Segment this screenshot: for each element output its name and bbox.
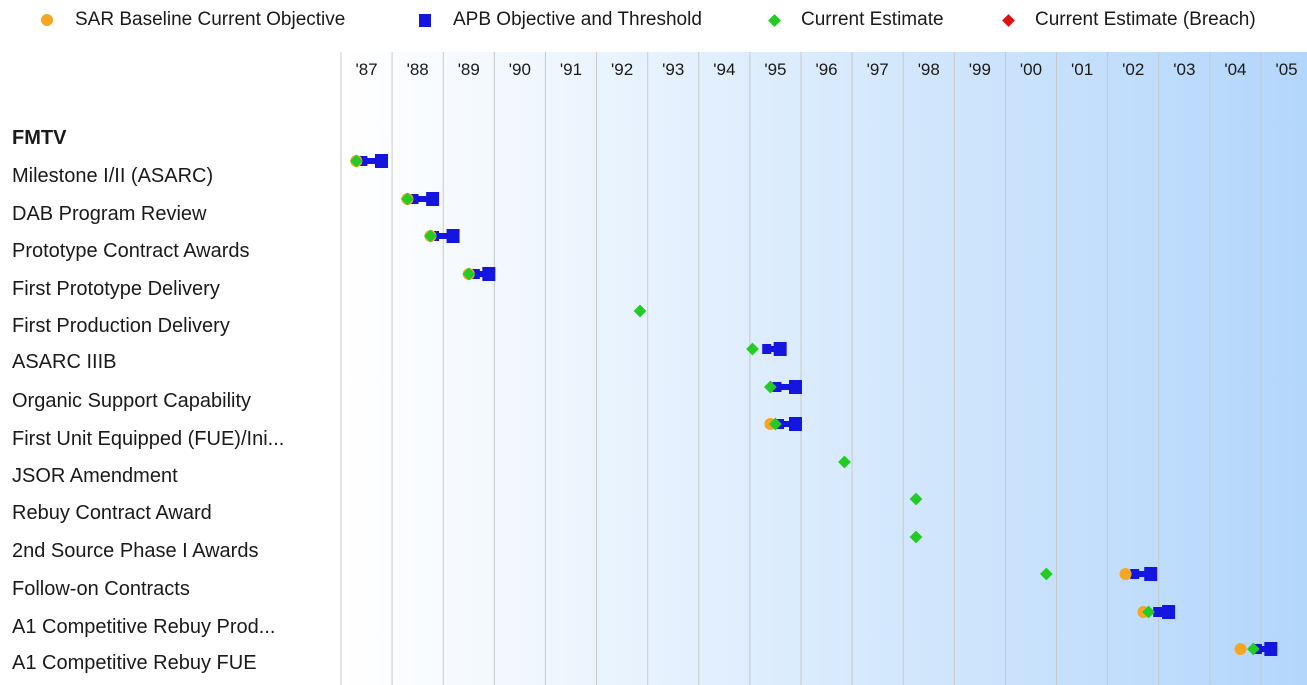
apb-threshold-marker [446, 229, 460, 243]
row-label: Rebuy Contract Award [12, 502, 212, 524]
milestone-row-marks [764, 417, 802, 431]
apb-range-bar [361, 158, 387, 164]
x-tick-label: '03 [1173, 60, 1195, 79]
row-label: JSOR Amendment [12, 465, 178, 487]
x-tick-label: '98 [918, 60, 940, 79]
row-label: 2nd Source Phase I Awards [12, 540, 259, 562]
row-label: First Unit Equipped (FUE)/Ini... [12, 428, 285, 450]
sar-baseline-marker [1119, 568, 1132, 580]
legend-item-estimate: Current Estimate [768, 9, 944, 31]
gridlines [340, 52, 1262, 685]
current-estimate-marker [424, 229, 437, 243]
apb-range-bar [433, 233, 459, 239]
x-tick-label: '90 [509, 60, 531, 79]
current-estimate-marker [462, 267, 476, 281]
legend-circle-marker [41, 14, 53, 26]
sar-baseline-marker [1234, 643, 1247, 655]
row-label: Organic Support Capability [12, 390, 252, 412]
row-label: First Production Delivery [12, 315, 230, 337]
apb-threshold-marker [789, 417, 802, 431]
x-axis-tick-labels: '87 '88 '89 '90 '91 '92 '93 '94 '95 '96 '97 '98 '99 '… [355, 60, 1297, 79]
legend-item-breach: Current Estimate (Breach) [1002, 9, 1256, 31]
milestone-row-marks [746, 342, 787, 356]
row-label: ASARC IIIB [12, 351, 117, 373]
row-label: First Prototype Delivery [12, 278, 220, 300]
milestone-row-marks [763, 380, 802, 394]
apb-threshold-marker [426, 192, 440, 206]
x-tick-label: '04 [1224, 60, 1246, 79]
apb-objective-marker [1153, 607, 1163, 617]
legend-label-sar: SAR Baseline Current Objective [75, 9, 346, 30]
x-tick-label: '02 [1122, 60, 1144, 79]
apb-threshold-marker [375, 154, 388, 168]
row-label: Follow-on Contracts [12, 578, 190, 600]
apb-threshold-marker [482, 267, 496, 281]
apb-objective-marker [470, 269, 480, 279]
row-label: Prototype Contract Awards [12, 240, 250, 262]
x-tick-label: '89 [458, 60, 480, 79]
milestone-row-marks [424, 229, 460, 243]
x-tick-label: '00 [1020, 60, 1042, 79]
apb-objective-marker [409, 194, 419, 204]
apb-threshold-marker [789, 380, 802, 394]
x-tick-label: '94 [713, 60, 735, 79]
legend-label-breach: Current Estimate (Breach) [1035, 9, 1256, 30]
x-tick-label: '92 [611, 60, 633, 79]
x-tick-label: '97 [867, 60, 889, 79]
legend-label-apb: APB Objective and Threshold [453, 9, 702, 30]
apb-objective-marker [762, 344, 772, 354]
apb-threshold-marker [1144, 567, 1158, 581]
x-tick-label: '99 [969, 60, 991, 79]
row-label: Milestone I/II (ASARC) [12, 165, 214, 187]
milestone-row-marks [1234, 642, 1278, 656]
plot-background [341, 52, 1307, 685]
apb-objective-marker [772, 382, 782, 392]
x-tick-label: '01 [1071, 60, 1093, 79]
row-label: A1 Competitive Rebuy FUE [12, 652, 257, 674]
x-tick-label: '91 [560, 60, 582, 79]
milestone-row-marks [1137, 605, 1176, 619]
apb-threshold-marker [773, 342, 787, 356]
legend-item-apb: APB Objective and Threshold [419, 9, 702, 31]
legend-item-sar: SAR Baseline Current Objective [41, 9, 345, 31]
x-tick-label: '96 [815, 60, 837, 79]
legend-label-estimate: Current Estimate [801, 9, 944, 30]
apb-threshold-marker [1162, 605, 1176, 619]
row-label: A1 Competitive Rebuy Prod... [12, 616, 276, 638]
x-tick-label: '05 [1275, 60, 1297, 79]
legend-square-marker [419, 13, 431, 27]
milestone-row-marks [349, 154, 388, 168]
apb-objective-marker [1130, 569, 1140, 579]
apb-threshold-marker [1264, 642, 1278, 656]
chart-legend: SAR Baseline Current Objective APB Objec… [0, 0, 1307, 40]
milestone-row-marks [401, 192, 440, 206]
row-label: DAB Program Review [12, 203, 207, 225]
milestone-row-marks [462, 267, 496, 281]
x-tick-label: '88 [407, 60, 429, 79]
apb-range-bar [412, 196, 439, 202]
apb-objective-marker [358, 156, 368, 166]
x-tick-label: '93 [662, 60, 684, 79]
x-tick-label: '87 [355, 60, 377, 79]
current-estimate-marker [401, 192, 414, 206]
x-tick-label: '95 [764, 60, 786, 79]
current-estimate-marker [349, 154, 363, 168]
apb-range-bar [775, 384, 801, 390]
program-header: FMTV [12, 127, 67, 149]
